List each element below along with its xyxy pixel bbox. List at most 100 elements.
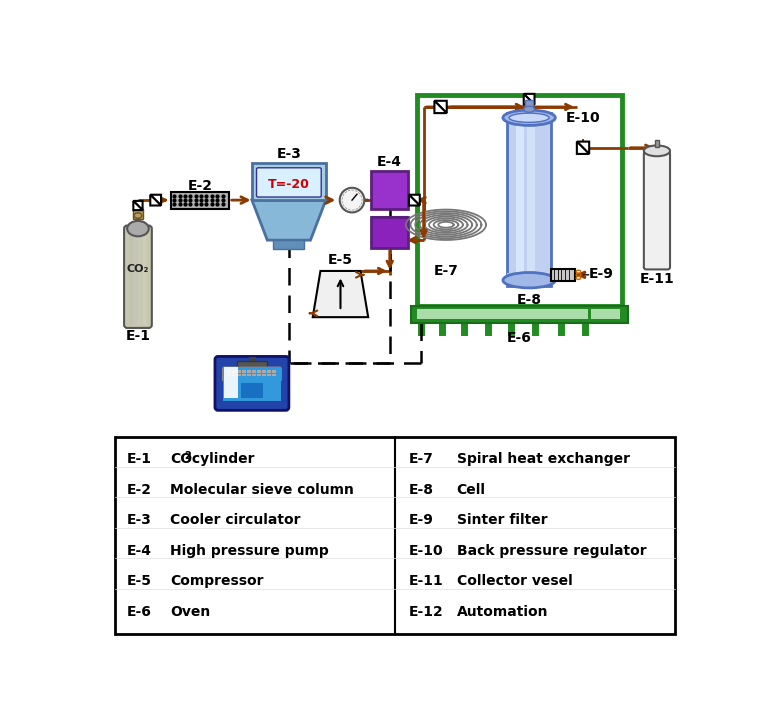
Bar [654, 140, 659, 147]
Bar [516, 113, 524, 286]
Text: Collector vesel: Collector vesel [457, 574, 572, 588]
Bar [232, 370, 236, 373]
Bar [267, 374, 271, 376]
Bar [267, 370, 271, 373]
Text: E-4: E-4 [127, 544, 152, 558]
Bar [247, 370, 251, 373]
Text: Back pressure regulator: Back pressure regulator [457, 544, 647, 558]
Bar [227, 374, 231, 376]
Bar [418, 309, 588, 320]
Text: E-8: E-8 [517, 293, 541, 307]
Text: E-12: E-12 [409, 605, 444, 619]
Text: High pressure pump: High pressure pump [170, 544, 329, 558]
Bar [273, 370, 276, 373]
Bar [263, 374, 266, 376]
FancyBboxPatch shape [257, 168, 321, 197]
Bar [143, 228, 147, 325]
Polygon shape [134, 201, 143, 210]
Bar [129, 228, 133, 325]
Text: cylinder: cylinder [187, 452, 255, 467]
Ellipse shape [503, 110, 555, 126]
Polygon shape [313, 271, 368, 317]
Text: E-9: E-9 [409, 513, 434, 527]
Bar [134, 209, 143, 220]
Polygon shape [409, 195, 420, 205]
Bar [138, 228, 142, 325]
Ellipse shape [127, 221, 149, 236]
Bar [242, 370, 247, 373]
Text: E-1: E-1 [127, 452, 152, 467]
Polygon shape [252, 200, 326, 240]
Ellipse shape [509, 113, 549, 122]
Text: E-9: E-9 [589, 267, 614, 281]
Text: Oven: Oven [170, 605, 210, 619]
Bar [232, 374, 236, 376]
Text: E-5: E-5 [127, 574, 152, 588]
Polygon shape [134, 201, 143, 210]
Bar [507, 113, 551, 286]
Text: Compressor: Compressor [170, 574, 263, 588]
Text: E-11: E-11 [409, 574, 444, 588]
Polygon shape [435, 101, 447, 113]
Text: 2: 2 [184, 452, 191, 461]
Text: E-6: E-6 [507, 331, 532, 345]
Bar [227, 370, 231, 373]
Text: E-5: E-5 [328, 253, 353, 267]
Text: E-3: E-3 [127, 513, 152, 527]
Bar [591, 309, 620, 320]
Bar [241, 383, 263, 398]
FancyBboxPatch shape [215, 356, 289, 410]
Bar [237, 370, 241, 373]
Bar [253, 374, 257, 376]
FancyBboxPatch shape [223, 367, 281, 381]
Bar [171, 192, 229, 209]
Text: CO: CO [170, 452, 193, 467]
Polygon shape [524, 94, 535, 105]
Bar [224, 367, 238, 398]
Text: CO₂: CO₂ [127, 264, 149, 274]
Text: E-3: E-3 [276, 147, 301, 161]
Bar [257, 370, 261, 373]
Ellipse shape [503, 273, 555, 288]
Text: E-8: E-8 [409, 482, 434, 497]
Bar [507, 273, 551, 280]
Bar [237, 361, 267, 367]
Bar [525, 100, 533, 109]
Text: E-7: E-7 [409, 452, 434, 467]
Circle shape [339, 188, 364, 213]
Bar [252, 163, 326, 200]
Bar [223, 367, 281, 401]
FancyBboxPatch shape [418, 95, 621, 306]
Text: Cooler circulator: Cooler circulator [170, 513, 301, 527]
FancyBboxPatch shape [644, 151, 670, 269]
Text: E-6: E-6 [127, 605, 152, 619]
Text: E-7: E-7 [433, 264, 458, 278]
Text: E-2: E-2 [127, 482, 152, 497]
Text: Spiral heat exchanger: Spiral heat exchanger [457, 452, 630, 467]
Bar [371, 171, 409, 210]
Bar [134, 228, 137, 325]
Text: E-2: E-2 [187, 180, 213, 193]
Text: E-11: E-11 [640, 272, 674, 286]
Bar [371, 217, 409, 248]
Bar [115, 437, 675, 635]
Polygon shape [409, 195, 420, 205]
Bar [273, 240, 304, 249]
Polygon shape [151, 195, 161, 205]
Text: Sinter filter: Sinter filter [457, 513, 548, 527]
Polygon shape [577, 141, 589, 154]
FancyBboxPatch shape [124, 225, 152, 328]
Ellipse shape [134, 213, 142, 218]
Text: Automation: Automation [457, 605, 548, 619]
Bar [237, 374, 241, 376]
Polygon shape [435, 101, 447, 113]
Bar [263, 370, 266, 373]
Bar [242, 374, 247, 376]
Polygon shape [524, 94, 535, 105]
Text: Molecular sieve column: Molecular sieve column [170, 482, 354, 497]
Bar [412, 306, 627, 322]
Bar [247, 374, 251, 376]
Polygon shape [151, 195, 161, 205]
Text: T=-20: T=-20 [268, 178, 310, 191]
Text: E-1: E-1 [125, 330, 151, 343]
